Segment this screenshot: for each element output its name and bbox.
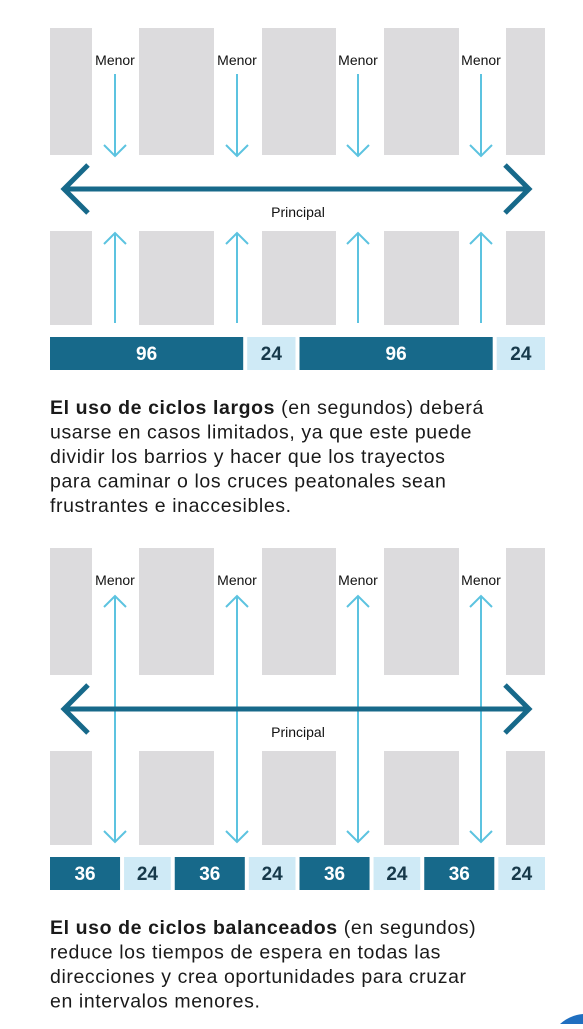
arrow-head xyxy=(225,144,249,158)
minor-label: Menor xyxy=(217,52,257,68)
caption-line: El uso de ciclos largos (en segundos) de… xyxy=(50,397,484,419)
cycle-label: 24 xyxy=(510,344,532,365)
minor-label: Menor xyxy=(338,52,378,68)
caption-line: para caminar o los cruces peatonales sea… xyxy=(50,471,446,493)
block xyxy=(384,28,459,155)
block xyxy=(50,548,92,675)
cycle-segment xyxy=(299,337,493,370)
minor-label: Menor xyxy=(461,572,501,588)
cycle-segment xyxy=(50,337,244,370)
block xyxy=(139,751,214,845)
caption-line: frustrantes e inaccesibles. xyxy=(50,495,292,517)
caption-line: usarse en casos limitados, ya que este p… xyxy=(50,422,472,444)
arrow-head xyxy=(469,144,493,158)
arrow-head xyxy=(346,830,370,844)
cycle-segment xyxy=(424,857,495,890)
arrow-head xyxy=(225,594,249,608)
cycle-segment xyxy=(174,857,245,890)
arrow-head xyxy=(346,144,370,158)
minor-label: Menor xyxy=(338,572,378,588)
arrow-head xyxy=(469,231,493,245)
block xyxy=(139,28,214,155)
arrow-head xyxy=(60,683,90,735)
cycle-label: 24 xyxy=(137,864,159,885)
arrow-head xyxy=(103,144,127,158)
block xyxy=(139,231,214,325)
block xyxy=(506,548,545,675)
block xyxy=(506,28,545,155)
cycle-label: 24 xyxy=(262,864,284,885)
cycle-segment xyxy=(247,337,296,370)
block xyxy=(262,548,336,675)
cycle-label: 36 xyxy=(324,864,345,885)
cycle-label: 24 xyxy=(261,344,283,365)
arrow-head xyxy=(469,830,493,844)
cycle-segment xyxy=(124,857,171,890)
block xyxy=(50,231,92,325)
minor-label: Menor xyxy=(461,52,501,68)
arrow-head xyxy=(469,594,493,608)
cycle-label: 96 xyxy=(136,344,157,365)
cycle-label: 24 xyxy=(511,864,533,885)
minor-label: Menor xyxy=(95,572,135,588)
cycle-label: 24 xyxy=(386,864,408,885)
arrow-head xyxy=(346,594,370,608)
arrow-head xyxy=(103,594,127,608)
caption-text: (en segundos) xyxy=(338,917,476,939)
block xyxy=(262,28,336,155)
corner-mark xyxy=(560,1014,583,1024)
caption-line: El uso de ciclos balanceados (en segundo… xyxy=(50,917,476,939)
arrow-head xyxy=(225,231,249,245)
block xyxy=(50,28,92,155)
minor-label: Menor xyxy=(95,52,135,68)
arrow-head xyxy=(346,231,370,245)
caption-lead: El uso de ciclos largos xyxy=(50,397,275,419)
block xyxy=(262,231,336,325)
block xyxy=(262,751,336,845)
arrow-head xyxy=(60,163,90,215)
caption-lead: El uso de ciclos balanceados xyxy=(50,917,338,939)
cycle-label: 36 xyxy=(449,864,470,885)
cycle-segment xyxy=(498,857,545,890)
caption-text: (en segundos) deberá xyxy=(275,397,484,419)
cycle-label: 36 xyxy=(199,864,220,885)
cycle-label: 36 xyxy=(74,864,95,885)
block xyxy=(139,548,214,675)
block xyxy=(50,751,92,845)
caption-line: direcciones y crea oportunidades para cr… xyxy=(50,966,467,988)
arrow-head xyxy=(103,231,127,245)
arrow-head xyxy=(225,830,249,844)
cycle-segment xyxy=(299,857,370,890)
cycle-segment xyxy=(373,857,421,890)
arrow-head xyxy=(503,163,533,215)
block xyxy=(384,231,459,325)
block xyxy=(384,548,459,675)
caption-line: en intervalos menores. xyxy=(50,991,260,1013)
block xyxy=(506,231,545,325)
arrow-head xyxy=(503,683,533,735)
principal-label: Principal xyxy=(271,724,325,740)
block xyxy=(506,751,545,845)
cycle-label: 96 xyxy=(386,344,407,365)
arrow-head xyxy=(103,830,127,844)
cycle-segment xyxy=(496,337,545,370)
principal-label: Principal xyxy=(271,204,325,220)
minor-label: Menor xyxy=(217,572,257,588)
block xyxy=(384,751,459,845)
cycle-segment xyxy=(50,857,121,890)
caption-line: dividir los barrios y hacer que los tray… xyxy=(50,446,446,468)
cycle-segment xyxy=(248,857,296,890)
caption-line: reduce los tiempos de espera en todas la… xyxy=(50,942,441,964)
